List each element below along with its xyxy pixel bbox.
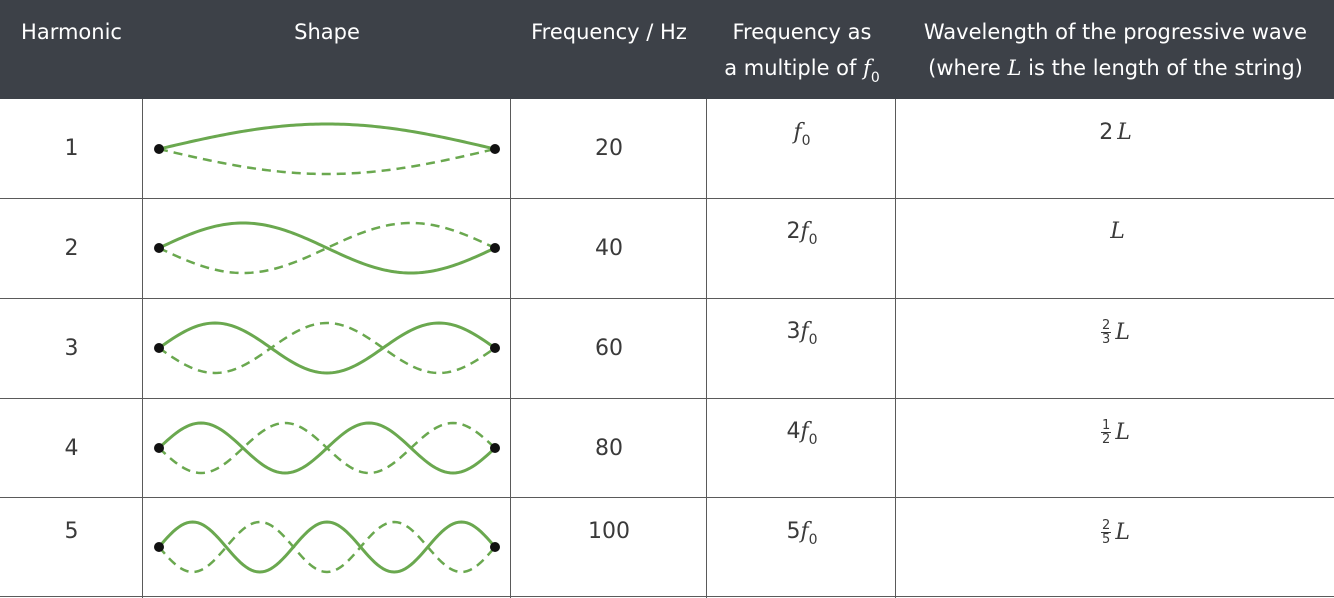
standing-wave-shape <box>154 122 500 176</box>
frequency-value: 20 <box>595 136 623 161</box>
wave-dashed-curve <box>158 221 496 275</box>
harmonic-number: 1 <box>64 136 79 161</box>
harmonic-number: 4 <box>64 436 79 461</box>
frequency-value: 40 <box>595 236 623 261</box>
frequency-multiple: f0 <box>793 120 811 149</box>
left-node-dot <box>154 443 164 453</box>
frequency-multiple: 5f0 <box>786 519 818 548</box>
header-frequency-multiple: Frequency as a multiple of f0 <box>724 20 880 86</box>
wave-solid-curve <box>158 122 496 151</box>
wave-dashed-curve <box>158 321 496 375</box>
frequency-multiple: 3f0 <box>786 319 818 348</box>
harmonic-number: 5 <box>64 519 79 544</box>
harmonic-number: 2 <box>64 236 79 261</box>
standing-wave-shape <box>154 520 500 574</box>
harmonic-number: 3 <box>64 336 79 361</box>
wave-solid-curve <box>158 221 496 275</box>
frequency-multiple: 4f0 <box>786 419 818 448</box>
column-divider <box>142 99 143 598</box>
standing-wave-shape <box>154 221 500 275</box>
header-shape: Shape <box>294 20 360 44</box>
table-header: Harmonic Shape Frequency / Hz Frequency … <box>0 0 1334 99</box>
wave-solid-curve <box>158 321 496 375</box>
header-wavelength: Wavelength of the progressive wave (wher… <box>923 20 1308 80</box>
row-divider <box>0 398 1334 399</box>
standing-wave-shape <box>154 421 500 475</box>
row-divider <box>0 596 1334 597</box>
wave-dashed-curve <box>158 147 496 176</box>
right-node-dot <box>490 443 500 453</box>
left-node-dot <box>154 343 164 353</box>
header-harmonic: Harmonic <box>21 20 122 44</box>
header-frequency: Frequency / Hz <box>531 20 687 44</box>
row-divider <box>0 497 1334 498</box>
wave-dashed-curve <box>158 520 496 574</box>
left-node-dot <box>154 542 164 552</box>
frequency-multiple: 2f0 <box>786 219 818 248</box>
frequency-value: 80 <box>595 436 623 461</box>
frequency-value: 100 <box>588 519 630 544</box>
right-node-dot <box>490 243 500 253</box>
right-node-dot <box>490 343 500 353</box>
right-node-dot <box>490 144 500 154</box>
wave-dashed-curve <box>158 421 496 475</box>
left-node-dot <box>154 144 164 154</box>
frequency-value: 60 <box>595 336 623 361</box>
wave-solid-curve <box>157 520 497 574</box>
column-divider <box>510 99 511 598</box>
column-divider <box>895 99 896 598</box>
row-divider <box>0 198 1334 199</box>
left-node-dot <box>154 243 164 253</box>
column-divider <box>706 99 707 598</box>
wavelength-value: L <box>1110 219 1125 244</box>
row-divider <box>0 298 1334 299</box>
right-node-dot <box>490 542 500 552</box>
standing-wave-shape <box>154 321 500 375</box>
